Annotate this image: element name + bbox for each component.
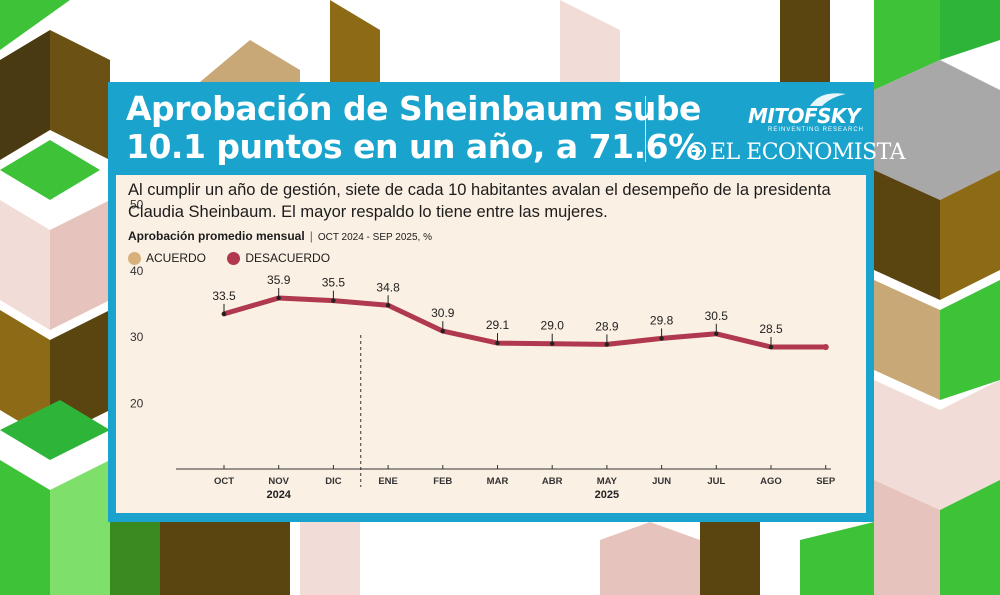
data-label: 33.5 — [212, 289, 236, 303]
brand-mitofsky-sub: REINVENTING RESEARCH — [768, 127, 865, 133]
headline-line-2: 10.1 puntos en un año, a 71.6% — [126, 127, 701, 166]
data-point — [221, 311, 227, 317]
legend-item-acuerdo: ACUERDO — [128, 251, 206, 265]
y-tick-label: 40 — [130, 264, 144, 278]
x-tick-label: MAY — [597, 476, 618, 487]
chart-period: OCT 2024 - SEP 2025, % — [317, 232, 432, 243]
legend-dot-acuerdo — [128, 251, 141, 265]
x-tick-label: FEB — [433, 476, 452, 487]
brand-mitofsky: MITOFSKY — [748, 104, 861, 128]
data-point — [550, 341, 555, 346]
headline-line-1: Aprobación de Sheinbaum sube — [126, 89, 701, 128]
data-point — [385, 303, 391, 308]
legend-label-acuerdo: ACUERDO — [146, 251, 207, 265]
data-label: 34.8 — [376, 280, 400, 294]
headline: Aprobación de Sheinbaum sube 10.1 puntos… — [126, 89, 701, 166]
data-point — [659, 336, 664, 341]
data-point — [495, 340, 500, 346]
legend-dot-desacuerdo — [227, 251, 241, 265]
data-point — [768, 344, 774, 350]
x-tick-label: ABR — [542, 476, 563, 487]
data-point — [440, 328, 445, 334]
header-divider — [645, 96, 646, 162]
data-point — [331, 298, 336, 303]
y-tick-label: 30 — [130, 330, 144, 344]
chart-legend: ACUERDO DESACUERDO — [128, 251, 348, 268]
x-tick-label: ENE — [378, 476, 398, 487]
x-tick-label: DIC — [325, 476, 342, 487]
x-tick-label: MAR — [487, 476, 509, 487]
year-label: 2024 — [266, 489, 291, 501]
data-label: 35.5 — [322, 276, 346, 290]
data-label: 30.5 — [705, 309, 729, 323]
content-panel: Al cumplir un año de gestión, siete de c… — [116, 175, 866, 513]
data-label: 35.9 — [267, 273, 291, 287]
chart-title: Aprobación promedio mensual — [128, 229, 305, 243]
brand-el-economista-text: EL ECONOMISTA — [710, 140, 906, 165]
data-label: 30.9 — [431, 306, 455, 320]
y-tick-label: 50 — [130, 198, 144, 212]
data-point — [714, 331, 719, 336]
subtitle-separator: | — [309, 229, 313, 243]
el-economista-logo-icon — [688, 142, 706, 160]
data-point — [276, 295, 281, 301]
x-tick-label: OCT — [214, 476, 234, 487]
mitofsky-logo-icon — [810, 93, 846, 106]
line-chart: 203040506070OCTNOVDICENEFEBMARABRMAYJUNJ… — [130, 198, 836, 502]
year-label: 2025 — [595, 489, 619, 501]
data-point — [604, 342, 610, 347]
data-label: 29.0 — [541, 319, 565, 333]
data-label: 29.8 — [650, 313, 674, 327]
infographic-card: Aprobación de Sheinbaum sube 10.1 puntos… — [108, 82, 906, 522]
chart-subtitle: Aprobación promedio mensual | OCT 2024 - S… — [128, 229, 432, 243]
x-tick-label: JUN — [652, 476, 671, 487]
y-tick-label: 20 — [130, 396, 144, 410]
x-tick-label: AGO — [760, 476, 782, 487]
x-tick-label: NOV — [268, 476, 289, 487]
legend-item-desacuerdo: DESACUERDO — [227, 251, 330, 265]
series-line-desacuerdo — [221, 295, 829, 350]
description-text: Al cumplir un año de gestión, siete de c… — [128, 181, 831, 221]
data-label: 28.5 — [759, 322, 783, 336]
data-label: 28.9 — [595, 319, 619, 333]
brand-el-economista: EL ECONOMISTA — [688, 140, 906, 165]
x-tick-label: JUL — [707, 476, 725, 487]
legend-label-desacuerdo: DESACUERDO — [245, 251, 331, 265]
data-label: 29.1 — [486, 318, 510, 332]
x-tick-label: SEP — [816, 476, 836, 487]
